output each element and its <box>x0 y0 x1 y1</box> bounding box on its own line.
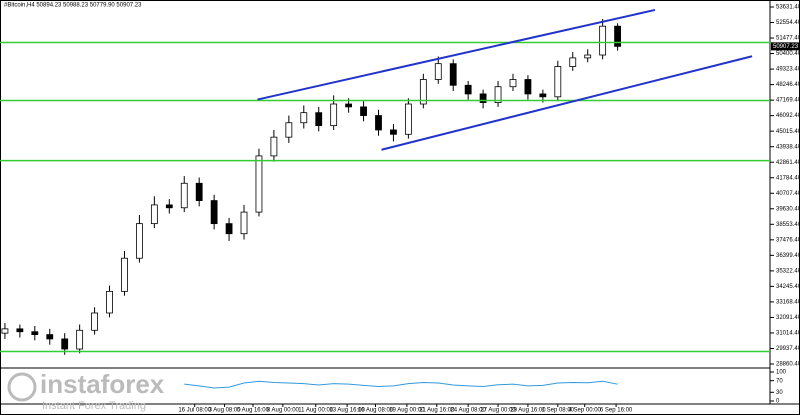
y-tick-label: 40707.40 <box>776 191 800 197</box>
candle-body <box>165 204 173 209</box>
y-tick-label: 46092.40 <box>776 113 800 119</box>
logo: instaforex Instant Forex Trading <box>7 369 165 412</box>
price-label-box <box>771 42 800 51</box>
candle-body <box>121 257 128 292</box>
y-tick-label: 50400.40 <box>776 51 800 57</box>
y-tick-label: 39630.40 <box>776 206 800 212</box>
trend-line <box>257 8 656 101</box>
x-tick-label: 27 Aug 00:00 <box>480 408 516 414</box>
candle-body <box>240 211 248 235</box>
candle-body <box>464 84 472 95</box>
candle-body <box>569 57 577 67</box>
candle-body <box>375 115 382 131</box>
indicator-tick-label: 70 <box>776 378 783 384</box>
y-tick-label: 53631.40 <box>776 5 800 11</box>
x-tick-label: 24 Aug 08:00 <box>450 408 486 414</box>
logo-icon <box>7 372 37 402</box>
logo-text: instaforex <box>40 369 165 399</box>
candle-body <box>404 103 412 135</box>
candle-body <box>76 329 84 350</box>
candle-body <box>106 290 113 314</box>
y-tick-label: 31014.40 <box>776 331 800 337</box>
x-tick-label: 1 Sep 08:00 <box>542 408 575 414</box>
indicator-tick-label: 0 <box>776 399 780 405</box>
candle-body <box>360 106 367 116</box>
candle-body <box>136 223 143 259</box>
candle-body <box>270 136 278 157</box>
candle-body <box>300 112 308 124</box>
y-tick-label: 36399.40 <box>776 253 800 259</box>
x-tick-label: 29 Aug 16:00 <box>510 408 546 414</box>
candle-body <box>91 312 98 331</box>
x-tick-label: 4 Sep 00:00 <box>569 408 602 414</box>
y-tick-label: 28860.40 <box>776 362 800 368</box>
indicator-tick-label: 30 <box>776 390 783 396</box>
candle-body <box>1 328 9 334</box>
y-tick-label: 37476.40 <box>776 237 800 243</box>
x-tick-label: 6 Sep 16:00 <box>600 408 633 414</box>
x-tick-label: 16 Jul 08:00 <box>178 408 211 414</box>
y-tick-label: 33168.40 <box>776 299 800 305</box>
y-tick-label: 41784.40 <box>776 175 800 181</box>
candle-body <box>434 63 442 80</box>
y-tick-label: 34245.40 <box>776 284 800 290</box>
trend-line <box>381 55 753 151</box>
indicator-tick-label: 100 <box>776 370 787 376</box>
candle-body <box>150 204 158 225</box>
x-tick-label: 16 Aug 08:00 <box>358 408 394 414</box>
x-tick-label: 21 Aug 16:00 <box>419 408 455 414</box>
candle-body <box>210 200 218 225</box>
chart-title: #Bitcoin,H4 50894.23 50988.23 50779.90 5… <box>4 3 142 9</box>
candle-body <box>345 103 353 108</box>
candle-body <box>599 25 607 56</box>
candle-body <box>330 103 338 127</box>
y-tick-label: 35322.40 <box>776 268 800 274</box>
candle-body <box>61 338 69 350</box>
candle-body <box>614 25 621 47</box>
y-tick-label: 38553.40 <box>776 222 800 228</box>
plot <box>1 18 621 355</box>
candle-body <box>315 112 323 127</box>
candle-body <box>494 86 502 103</box>
candle-body <box>285 122 293 138</box>
candle-body <box>419 79 427 105</box>
x-tick-label: 8 Aug 00:00 <box>267 408 300 414</box>
indicator-line <box>184 380 618 389</box>
logo-subtitle: Instant Forex Trading <box>42 400 146 412</box>
candle-body <box>46 334 54 340</box>
x-tick-label: 5 Aug 16:00 <box>237 408 270 414</box>
y-tick-label: 42861.40 <box>776 160 800 166</box>
x-tick-label: 11 Aug 00:00 <box>298 408 334 414</box>
candle-body <box>449 63 457 86</box>
candle-body <box>479 93 487 103</box>
candle-body <box>16 328 24 333</box>
price-label: 50907.23 <box>773 44 799 50</box>
y-tick-label: 49323.40 <box>776 67 800 73</box>
y-tick-label: 48246.40 <box>776 82 800 88</box>
candle-body <box>31 331 39 336</box>
x-tick-label: 19 Aug 00:00 <box>389 408 425 414</box>
y-tick-label: 29937.40 <box>776 346 800 352</box>
candle-body <box>390 129 397 135</box>
candle-body <box>255 155 263 213</box>
candle-body <box>524 79 532 95</box>
candle-body <box>539 93 547 98</box>
candle-body <box>509 79 517 88</box>
y-tick-label: 32091.40 <box>776 315 800 321</box>
y-tick-label: 52554.40 <box>776 20 800 26</box>
y-tick-label: 51477.40 <box>776 36 800 42</box>
candle-body <box>584 54 592 59</box>
candle-body <box>180 182 188 209</box>
candle-body <box>195 182 203 201</box>
x-tick-label: 13 Aug 16:00 <box>329 408 365 414</box>
x-tick-label: 3 Aug 08:00 <box>209 408 242 414</box>
y-tick-label: 43938.40 <box>776 144 800 150</box>
y-tick-label: 47169.40 <box>776 98 800 104</box>
candle-body <box>225 223 233 235</box>
candle-body <box>554 66 562 98</box>
y-tick-label: 45015.40 <box>776 129 800 135</box>
